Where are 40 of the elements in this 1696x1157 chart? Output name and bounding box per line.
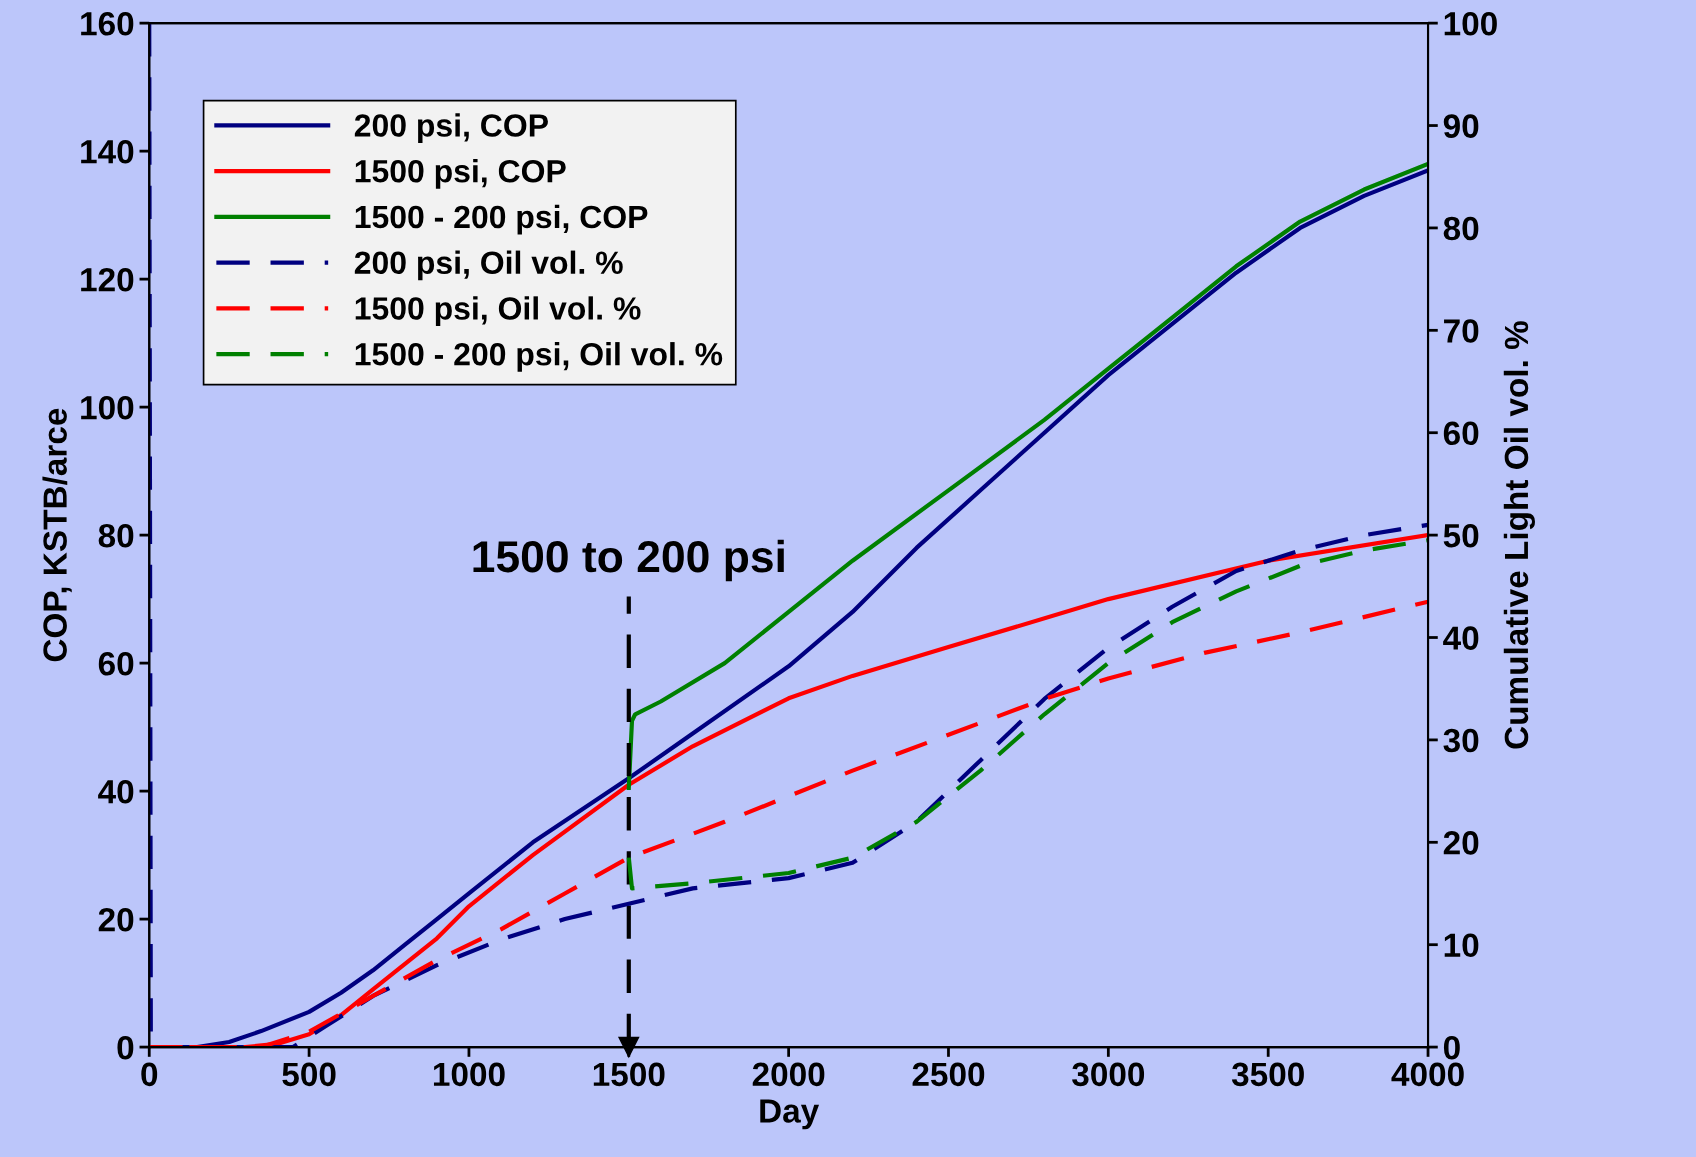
x-tick-label: 500 xyxy=(282,1062,336,1087)
y2-axis-title: Cumulative Light Oil vol. % xyxy=(1503,321,1535,749)
y2-tick-label: 0 xyxy=(1443,1035,1460,1060)
y-tick-label: 0 xyxy=(117,1035,134,1060)
y2-tick-label: 90 xyxy=(1443,114,1479,138)
legend-label: 1500 - 200 psi, Oil vol. % xyxy=(355,342,723,372)
legend-label: 1500 - 200 psi, COP xyxy=(355,204,648,235)
x-tick-label: 1500 xyxy=(593,1062,665,1087)
y-tick-label: 60 xyxy=(98,651,134,676)
legend-label: 200 psi, COP xyxy=(354,113,548,144)
legend-label: 1500 psi, Oil vol. % xyxy=(355,296,641,327)
y2-tick-label: 30 xyxy=(1443,728,1479,753)
y2-tick-label: 10 xyxy=(1444,933,1479,958)
legend-label: 1500 psi, COP xyxy=(355,159,566,189)
legend-label: 200 psi, Oil vol. % xyxy=(354,250,623,281)
y-tick-label: 40 xyxy=(98,779,134,804)
x-tick-label: 3000 xyxy=(1072,1062,1145,1087)
y-tick-label: 160 xyxy=(81,11,134,36)
x-tick-label: 1000 xyxy=(433,1062,505,1087)
line-series xyxy=(626,538,1429,891)
ref-line-label: 1500 to 200 psi xyxy=(473,539,784,582)
x-tick-label: 4000 xyxy=(1391,1062,1464,1087)
x-tick-label: 2000 xyxy=(752,1062,825,1087)
y-tick-label: 140 xyxy=(81,139,134,164)
y-tick-label: 80 xyxy=(98,523,134,548)
x-tick-label: 2500 xyxy=(912,1062,985,1087)
y-axis-title: COP, KSTB/arce xyxy=(42,408,72,662)
y2-tick-label: 50 xyxy=(1443,523,1479,548)
x-tick-label: 0 xyxy=(141,1062,158,1087)
y2-tick-label: 40 xyxy=(1443,626,1479,650)
x-axis-title: Day xyxy=(760,1099,820,1130)
y2-tick-label: 60 xyxy=(1443,421,1479,446)
y-tick-label: 120 xyxy=(81,267,134,292)
y2-tick-label: 80 xyxy=(1443,216,1479,241)
y2-tick-label: 70 xyxy=(1444,319,1479,343)
y-tick-label: 20 xyxy=(98,907,134,932)
y2-tick-label: 100 xyxy=(1444,11,1497,36)
y2-tick-label: 20 xyxy=(1443,831,1479,855)
x-tick-label: 3500 xyxy=(1231,1062,1304,1087)
y-tick-label: 100 xyxy=(81,395,134,420)
